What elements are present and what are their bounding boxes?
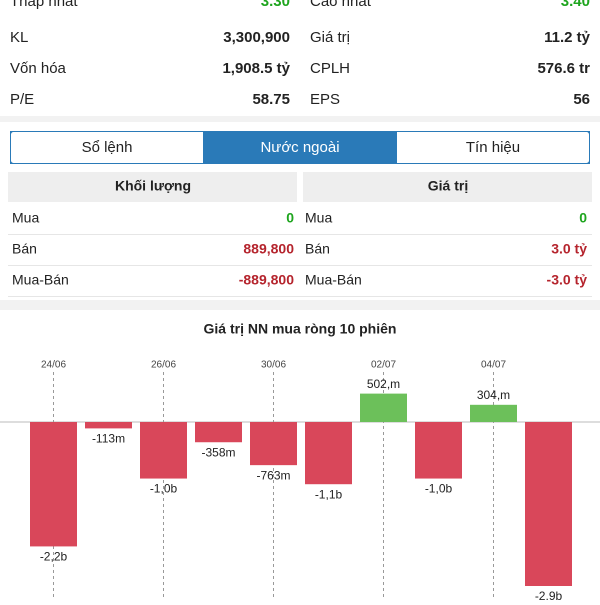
value-label: -358m <box>201 445 235 459</box>
value-label: -1,0b <box>425 482 453 496</box>
x-tick-label: 04/07 <box>481 360 506 371</box>
value-label: -113m <box>92 432 125 446</box>
row-label: Bán <box>305 241 330 257</box>
stat-label: Giá trị <box>310 29 350 46</box>
bar <box>250 422 297 466</box>
tab-active[interactable] <box>203 131 397 164</box>
row-value: 0 <box>579 210 587 226</box>
value-label: -2,2b <box>40 550 68 564</box>
row-label: Mua-Bán <box>305 272 362 288</box>
row-value: 3.0 tỷ <box>551 241 587 257</box>
stat-value: 56 <box>573 91 590 108</box>
table-header <box>8 172 297 202</box>
stat-label: KL <box>10 29 28 46</box>
table-header-label: Giá trị <box>428 178 468 194</box>
bar <box>525 422 572 586</box>
bar <box>415 422 462 479</box>
value-label: -2,9b <box>535 589 563 600</box>
row-label: Mua <box>305 210 332 226</box>
bar <box>30 422 77 547</box>
stat-label: Vốn hóa <box>10 60 67 77</box>
divider <box>0 300 600 310</box>
table-header <box>303 172 592 202</box>
value-label: 502,m <box>367 377 400 391</box>
value-label: -1,0b <box>150 482 178 496</box>
chart-title: Giá trị NN mua ròng 10 phiên <box>204 321 397 337</box>
bar <box>470 404 517 422</box>
stat-label: CPLH <box>310 60 350 77</box>
stat-value: 1,908.5 tỷ <box>222 60 290 77</box>
table-header-label: Khối lượng <box>115 178 191 194</box>
stat-value: 3.40 <box>561 0 590 10</box>
row-label: Mua <box>12 210 39 226</box>
stat-label: P/E <box>10 91 34 108</box>
stat-value: 3,300,900 <box>223 29 290 46</box>
stat-label: Thấp nhất <box>10 0 78 10</box>
stat-value: 58.75 <box>252 91 290 108</box>
row-value: 0 <box>286 210 294 226</box>
x-tick-label: 02/07 <box>371 360 396 371</box>
row-label: Mua-Bán <box>12 272 69 288</box>
value-label: 304,m <box>477 388 510 402</box>
value-label: -763m <box>256 468 290 482</box>
x-tick-label: 24/06 <box>41 360 66 371</box>
row-label: Bán <box>12 241 37 257</box>
row-value: -889,800 <box>239 272 294 288</box>
tab-label[interactable]: Tín hiệu <box>466 139 520 156</box>
stat-label: EPS <box>310 91 340 108</box>
row-value: 889,800 <box>243 241 294 257</box>
value-label: -1,1b <box>315 487 343 501</box>
bar <box>85 422 132 429</box>
x-tick-label: 30/06 <box>261 360 286 371</box>
divider <box>0 116 600 122</box>
stat-value: 3.30 <box>261 0 290 10</box>
stat-value: 576.6 tr <box>537 60 590 77</box>
tab[interactable] <box>396 131 590 164</box>
row-value: -3.0 tỷ <box>547 272 588 288</box>
x-tick-label: 26/06 <box>151 360 176 371</box>
stat-label: Cao nhất <box>310 0 372 10</box>
bar <box>195 422 242 443</box>
stat-value: 11.2 tỷ <box>544 29 591 46</box>
bar <box>140 422 187 479</box>
bar <box>360 393 407 422</box>
bar <box>305 422 352 485</box>
tab-label[interactable]: Nước ngoài <box>260 139 339 156</box>
tab-label[interactable]: Sổ lệnh <box>82 139 133 156</box>
